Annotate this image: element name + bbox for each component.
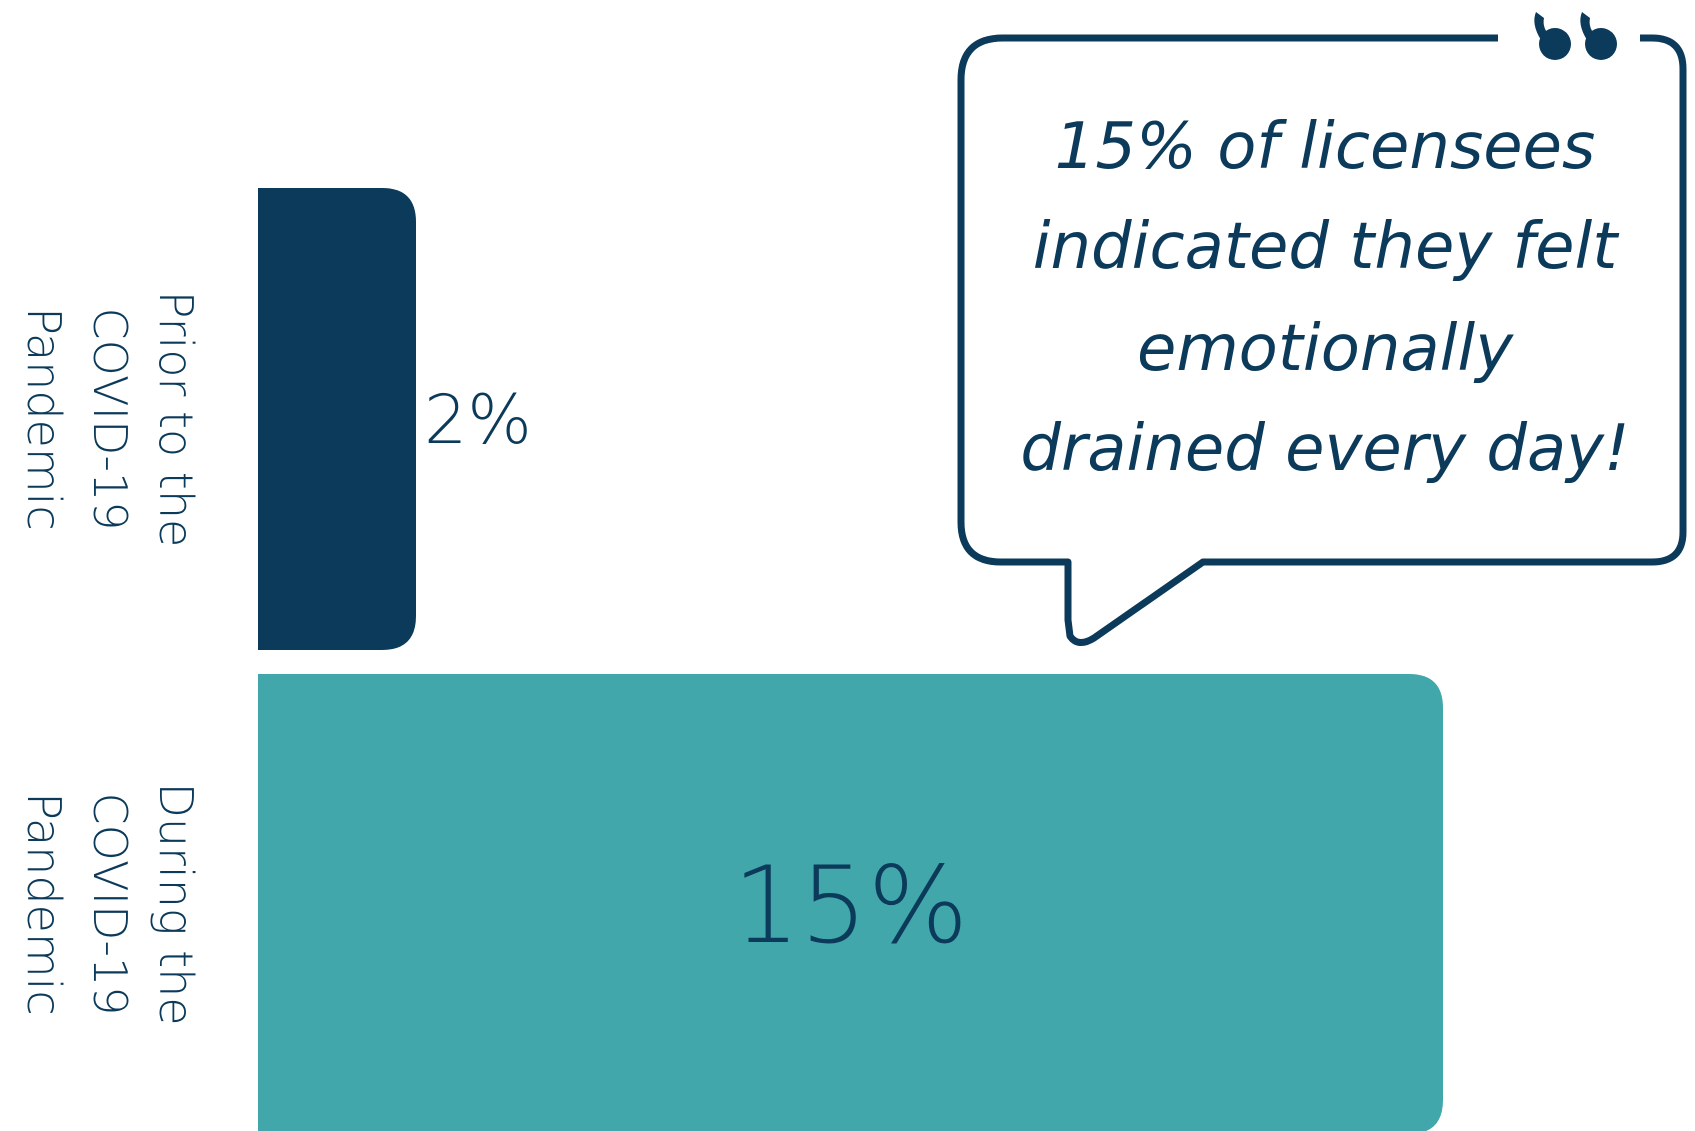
callout-line-4: drained every day!: [1020, 412, 1629, 486]
callout-line-1: 15% of licensees: [1055, 110, 1596, 184]
quote-marks-icon: [1534, 12, 1617, 60]
quote-callout: 15% of licensees indicated they felt emo…: [957, 12, 1687, 646]
category-label-line: Pandemic: [17, 307, 71, 530]
callout-bubble: [957, 34, 1687, 646]
category-label-line: Pandemic: [17, 792, 71, 1015]
value-labels-group: 2% 15%: [424, 381, 968, 967]
bars-group: [258, 188, 1443, 1131]
category-label-line: During the: [149, 782, 203, 1025]
bar-during: [258, 674, 1443, 1131]
callout-line-2: indicated they felt: [1033, 210, 1621, 284]
category-label-line: COVID-19: [83, 792, 137, 1015]
category-label-line: Prior to the: [149, 291, 203, 548]
category-label-line: COVID-19: [83, 307, 137, 530]
value-label-during: 15%: [733, 844, 969, 967]
callout-line-3: emotionally: [1137, 312, 1514, 386]
bar-prior: [258, 188, 416, 650]
value-label-prior: 2%: [424, 381, 532, 460]
